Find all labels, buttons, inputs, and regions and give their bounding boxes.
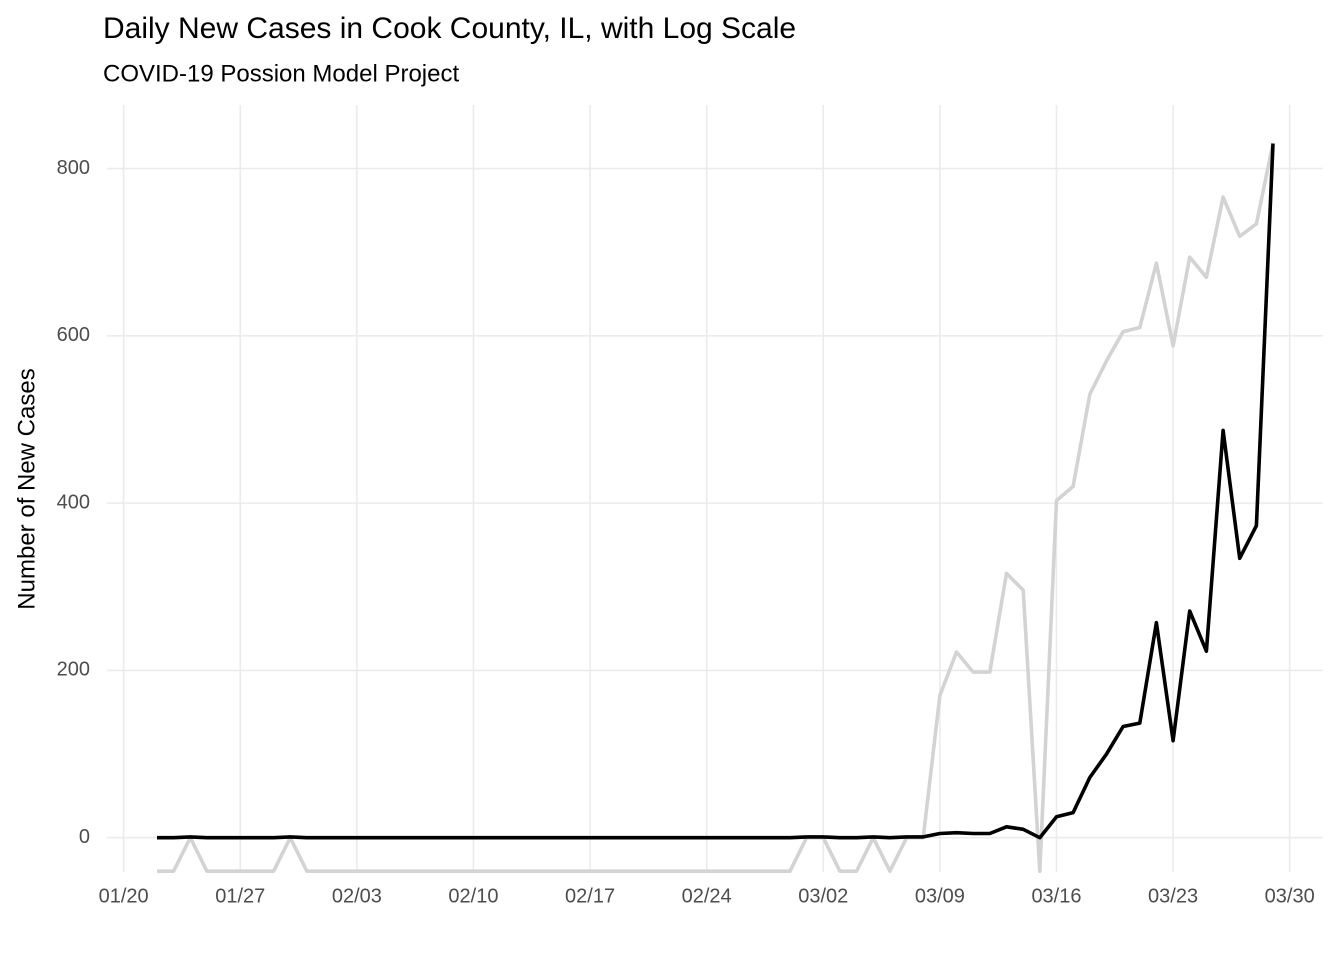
y-tick-label: 400	[57, 491, 90, 513]
x-tick-label: 02/24	[682, 885, 732, 907]
y-tick-label: 600	[57, 324, 90, 346]
x-tick-label: 02/03	[332, 885, 382, 907]
y-axis-label: Number of New Cases	[13, 368, 40, 609]
x-tick-label: 03/30	[1265, 885, 1315, 907]
x-tick-label: 03/02	[798, 885, 848, 907]
x-tick-label: 02/10	[448, 885, 498, 907]
line	[157, 143, 1275, 873]
chart-title: Daily New Cases in Cook County, IL, with…	[103, 12, 796, 45]
line	[157, 143, 1275, 840]
x-tick-label: 03/09	[915, 885, 965, 907]
x-tick-label: 01/20	[99, 885, 149, 907]
y-tick-label: 200	[57, 659, 90, 681]
x-tick-label: 03/23	[1148, 885, 1198, 907]
y-tick-label: 800	[57, 157, 90, 179]
x-tick-label: 02/17	[565, 885, 615, 907]
chart-subtitle: COVID-19 Possion Model Project	[103, 60, 459, 87]
y-tick-label: 0	[79, 826, 90, 848]
x-tick-label: 01/27	[215, 885, 265, 907]
x-tick-label: 03/16	[1031, 885, 1081, 907]
